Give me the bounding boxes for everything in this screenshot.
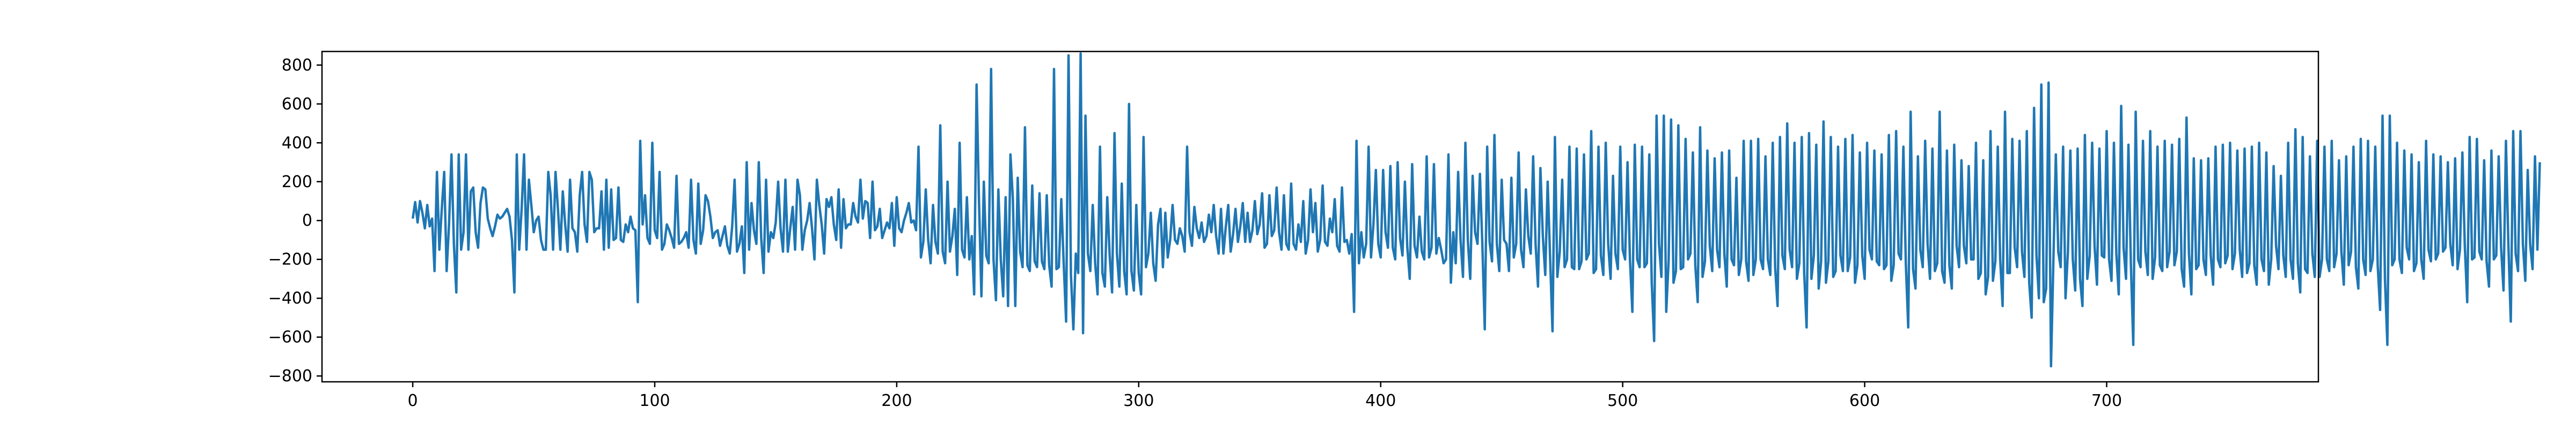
y-tick-label: −200: [268, 250, 312, 269]
series-layer: [411, 52, 2541, 368]
y-tick-label: 0: [302, 211, 312, 230]
y-tick-label: 200: [282, 173, 312, 191]
y-axis-ticks: −800 −600 −400 −200 0 200 400 600 800: [268, 56, 322, 386]
x-tick-label: 400: [1365, 391, 1396, 410]
y-tick-label: −600: [268, 328, 312, 347]
y-tick-label: −800: [268, 367, 312, 386]
y-tick-label: 400: [282, 134, 312, 152]
x-tick-label: 300: [1123, 391, 1154, 410]
x-tick-label: 500: [1607, 391, 1638, 410]
x-tick-label: 700: [2091, 391, 2122, 410]
x-tick-label: 0: [408, 391, 418, 410]
x-tick-label: 100: [639, 391, 670, 410]
y-tick-label: 600: [282, 95, 312, 114]
y-tick-label: 800: [282, 56, 312, 75]
x-axis-ticks: 0 100 200 300 400 500 600 700: [408, 382, 2122, 410]
axes-frame: [321, 50, 2319, 383]
x-tick-label: 200: [881, 391, 912, 410]
y-tick-label: −400: [268, 289, 312, 308]
series-line-0: [411, 52, 2541, 368]
x-tick-label: 600: [1849, 391, 1880, 410]
